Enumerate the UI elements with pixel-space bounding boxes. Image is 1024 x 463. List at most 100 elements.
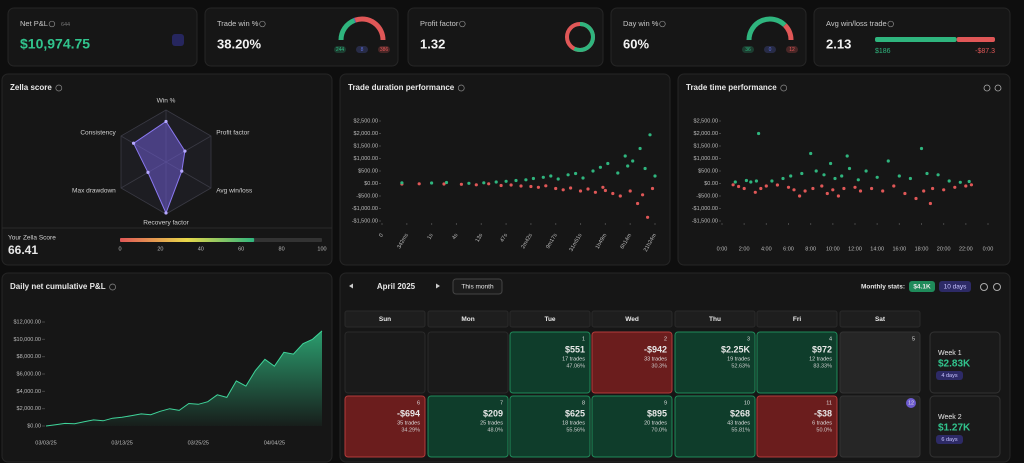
- y-tick-label: $0.00: [364, 181, 378, 187]
- scatter-point: [764, 184, 768, 188]
- week-days-pill: [936, 435, 963, 444]
- gauge-count: 0: [769, 47, 772, 53]
- day-trades: 12 trades: [809, 356, 832, 362]
- scatter-point: [631, 159, 635, 163]
- info-icon: [259, 20, 266, 28]
- radar-point: [180, 169, 184, 173]
- kpi-card: [407, 7, 604, 67]
- radar-point: [164, 211, 168, 215]
- x-tick-label: 2:00: [739, 246, 750, 252]
- scatter-point: [603, 188, 608, 193]
- day-pct: 70.0%: [651, 427, 667, 433]
- gauge-pill: [356, 46, 368, 53]
- scatter-point: [737, 184, 741, 189]
- kpi-label: Day win %: [623, 19, 659, 28]
- day-pct: 83.33%: [813, 363, 832, 369]
- settings-icon[interactable]: [980, 283, 988, 291]
- kpi-value: 1.32: [420, 36, 445, 51]
- x-tick-label: 03/03/25: [35, 440, 56, 446]
- y-tick-label: $1,500.00: [694, 143, 718, 149]
- scatter-point: [775, 183, 780, 187]
- day-date: 7: [500, 400, 503, 406]
- scatter-point: [586, 187, 590, 191]
- scatter-point: [875, 175, 879, 179]
- scatter-point: [653, 174, 657, 178]
- score-tick: 100: [317, 246, 326, 252]
- gauge-count: 8: [361, 47, 364, 53]
- info-icon: [459, 20, 466, 28]
- scatter-point: [442, 182, 446, 186]
- scatter-point: [509, 183, 513, 187]
- scatter-point: [925, 171, 929, 176]
- x-tick-label: 13s: [475, 233, 485, 244]
- y-tick-label: $6,000.00: [17, 371, 41, 377]
- gauge-pill: [764, 46, 776, 53]
- panel-title: Trade duration performance: [348, 83, 455, 92]
- x-tick-label: 14:00: [870, 246, 884, 252]
- x-tick-label: 4:00: [761, 246, 772, 252]
- x-tick-label: 0: [378, 233, 385, 239]
- weekday-header: [509, 310, 591, 328]
- scatter-point: [400, 181, 404, 185]
- ring-arc: [565, 22, 595, 52]
- y-tick-label: $2,000.00: [17, 406, 41, 412]
- y-tick-label: -$1,000.00: [352, 206, 378, 212]
- x-tick-label: 6:00: [783, 246, 794, 252]
- scatter-point: [798, 194, 802, 198]
- y-tick-label: $0.00: [27, 423, 41, 429]
- scatter-point: [494, 180, 498, 184]
- scatter-point: [881, 189, 885, 193]
- day-trades: 35 trades: [397, 420, 420, 426]
- x-tick-label: 47s: [499, 233, 509, 244]
- y-tick-label: $0.00: [704, 181, 718, 187]
- stats-pill: [939, 281, 971, 292]
- scatter-point: [569, 186, 573, 190]
- scatter-point: [417, 182, 421, 186]
- scatter-point: [886, 159, 890, 163]
- icon[interactable]: [172, 34, 184, 46]
- y-tick-label: $500.00: [358, 168, 378, 174]
- x-tick-label: 03/13/25: [111, 440, 132, 446]
- scatter-point: [931, 186, 935, 191]
- scatter-point: [870, 186, 874, 191]
- day-pnl: -$694: [397, 408, 420, 418]
- day-pct: 52.63%: [731, 363, 750, 369]
- this-month-button[interactable]: [452, 278, 503, 295]
- scatter-point: [646, 215, 650, 219]
- radar-point: [164, 119, 168, 124]
- gauge-count: 386: [380, 47, 389, 53]
- radar-axis-label: Recovery factor: [143, 220, 189, 227]
- radar-point: [183, 149, 187, 153]
- scatter-point: [536, 185, 541, 189]
- day-pct: 50.0%: [816, 427, 832, 433]
- scatter-point: [549, 174, 553, 178]
- day-trades: 20 trades: [644, 420, 667, 426]
- day-date: 12: [908, 400, 914, 406]
- scatter-point: [753, 190, 757, 194]
- scatter-point: [638, 146, 642, 151]
- weekday-label: Tue: [544, 316, 555, 323]
- scatter-point: [618, 194, 622, 198]
- scatter-point: [757, 131, 761, 136]
- info-icon: [994, 84, 1002, 92]
- scatter-point: [942, 188, 946, 192]
- weekday-header: [591, 310, 673, 328]
- scatter-point: [781, 176, 785, 181]
- x-tick-label: 16:00: [892, 246, 906, 252]
- prev-month[interactable]: [349, 283, 353, 289]
- scatter-point: [444, 180, 449, 185]
- y-tick-label: -$1,500.00: [692, 218, 718, 224]
- panel-title: Zella score: [10, 83, 52, 92]
- info-icon[interactable]: [993, 283, 1001, 291]
- scatter-point: [840, 174, 844, 178]
- kpi-label: Avg win/loss trade: [826, 19, 887, 28]
- next-month[interactable]: [436, 283, 440, 289]
- week-days-pill: [936, 371, 963, 380]
- y-tick-label: $10,000.00: [13, 337, 41, 343]
- scatter-point: [829, 161, 833, 166]
- panel-title: Trade time performance: [686, 83, 777, 92]
- week-days: 6 days: [941, 437, 957, 443]
- scatter-point: [928, 201, 933, 206]
- button-label: This month: [461, 284, 494, 291]
